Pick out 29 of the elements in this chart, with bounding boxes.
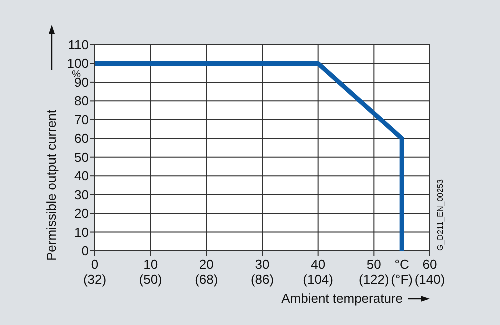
text: G_D211_EN_00253 bbox=[436, 178, 445, 251]
x-tick-label: 20 bbox=[199, 257, 214, 272]
y-tick-label: 50 bbox=[74, 150, 89, 165]
y-tick-label: 10 bbox=[74, 224, 89, 240]
x-tick-label: 10 bbox=[144, 257, 158, 272]
y-tick-label: 110 bbox=[68, 38, 89, 52]
x2-tick-label: (122) bbox=[358, 272, 390, 287]
x2-tick-label: (86) bbox=[250, 272, 274, 287]
text: °C (°F) bbox=[391, 257, 413, 287]
y-axis-title: Permissible output current bbox=[44, 110, 59, 261]
x2-tick-label: (140) bbox=[414, 272, 446, 287]
y-tick-label: 70 bbox=[74, 112, 89, 128]
x2-tick-label: (68) bbox=[195, 272, 218, 287]
y-tick-label: 80 bbox=[74, 94, 89, 109]
y-tick-label: 40 bbox=[74, 168, 89, 184]
x2-tick-label: (50) bbox=[139, 272, 162, 287]
y-tick-label: 30 bbox=[74, 187, 89, 202]
x-axis-title: Ambient temperature bbox=[282, 291, 403, 306]
y-tick-label: 60 bbox=[74, 131, 89, 146]
y-tick-label: 20 bbox=[74, 206, 89, 222]
x-tick-label: 50 bbox=[366, 257, 382, 272]
x2-tick-label: (32) bbox=[83, 272, 107, 287]
x-tick-label: 40 bbox=[311, 257, 326, 272]
x-tick-label: 30 bbox=[255, 257, 270, 272]
y-tick-label: 0 bbox=[82, 244, 89, 258]
y-tick-label: 100 bbox=[67, 56, 89, 72]
x-tick-label: 0 bbox=[91, 257, 99, 272]
x2-tick-label: (104) bbox=[303, 272, 334, 287]
x-tick-label: 60 bbox=[422, 257, 438, 272]
